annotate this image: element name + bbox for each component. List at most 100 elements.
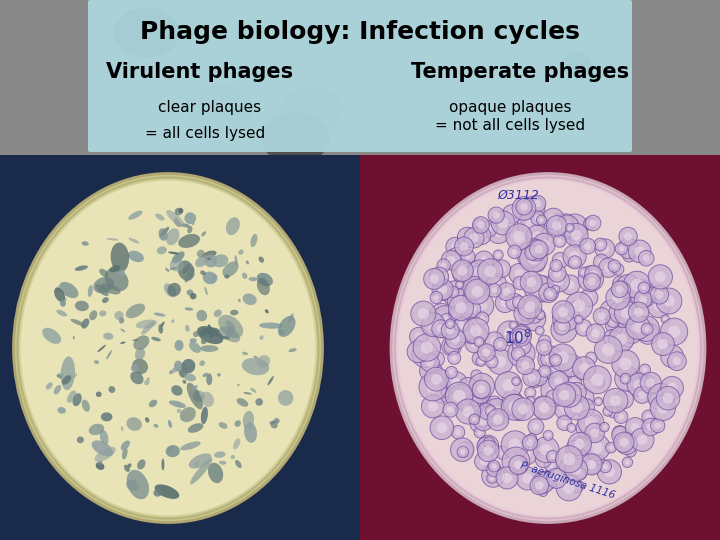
Ellipse shape xyxy=(599,460,611,472)
Ellipse shape xyxy=(566,441,582,457)
Ellipse shape xyxy=(436,383,452,399)
Ellipse shape xyxy=(582,269,593,280)
Ellipse shape xyxy=(527,396,535,404)
Ellipse shape xyxy=(117,270,125,276)
Ellipse shape xyxy=(616,274,640,298)
Ellipse shape xyxy=(531,242,538,248)
Ellipse shape xyxy=(624,244,633,253)
Ellipse shape xyxy=(604,467,615,477)
Ellipse shape xyxy=(620,395,629,403)
Ellipse shape xyxy=(539,403,549,413)
Ellipse shape xyxy=(89,424,104,435)
Ellipse shape xyxy=(493,415,503,424)
Ellipse shape xyxy=(578,267,589,278)
Ellipse shape xyxy=(413,334,441,361)
Ellipse shape xyxy=(544,287,557,300)
Ellipse shape xyxy=(565,458,588,481)
Ellipse shape xyxy=(647,423,654,431)
Ellipse shape xyxy=(546,389,563,407)
Ellipse shape xyxy=(479,359,483,363)
Ellipse shape xyxy=(603,388,628,413)
Ellipse shape xyxy=(441,388,448,395)
Ellipse shape xyxy=(487,473,498,483)
Ellipse shape xyxy=(166,228,179,245)
Ellipse shape xyxy=(487,409,509,430)
Ellipse shape xyxy=(518,203,529,214)
Ellipse shape xyxy=(463,291,475,303)
Ellipse shape xyxy=(490,476,495,481)
Ellipse shape xyxy=(524,301,535,312)
Ellipse shape xyxy=(591,329,600,338)
Ellipse shape xyxy=(202,231,206,237)
Ellipse shape xyxy=(472,226,491,245)
Ellipse shape xyxy=(476,355,482,362)
Ellipse shape xyxy=(521,306,546,330)
Ellipse shape xyxy=(498,218,508,228)
Ellipse shape xyxy=(539,365,551,377)
Ellipse shape xyxy=(469,393,482,407)
Ellipse shape xyxy=(501,431,529,458)
Ellipse shape xyxy=(537,471,557,490)
Ellipse shape xyxy=(650,396,655,400)
Ellipse shape xyxy=(513,231,525,242)
Text: Temperate phages: Temperate phages xyxy=(411,62,629,82)
Ellipse shape xyxy=(457,266,467,275)
Ellipse shape xyxy=(479,282,487,291)
Ellipse shape xyxy=(435,272,444,281)
Ellipse shape xyxy=(616,431,624,439)
Ellipse shape xyxy=(477,414,485,422)
Ellipse shape xyxy=(661,345,683,368)
Ellipse shape xyxy=(451,426,464,439)
Ellipse shape xyxy=(634,380,644,390)
Ellipse shape xyxy=(509,455,528,474)
Ellipse shape xyxy=(465,254,472,260)
Ellipse shape xyxy=(472,417,477,422)
Ellipse shape xyxy=(566,155,598,179)
Ellipse shape xyxy=(595,239,615,259)
Ellipse shape xyxy=(100,430,109,446)
Ellipse shape xyxy=(529,195,546,212)
Ellipse shape xyxy=(528,418,544,435)
Ellipse shape xyxy=(543,430,553,440)
Ellipse shape xyxy=(565,224,574,232)
Ellipse shape xyxy=(441,313,451,323)
Ellipse shape xyxy=(545,355,552,363)
Ellipse shape xyxy=(172,252,184,264)
Ellipse shape xyxy=(567,376,582,390)
Ellipse shape xyxy=(595,455,604,465)
Ellipse shape xyxy=(580,238,595,254)
Ellipse shape xyxy=(483,402,505,423)
Ellipse shape xyxy=(395,178,701,518)
Ellipse shape xyxy=(623,303,630,310)
Ellipse shape xyxy=(574,238,580,244)
Ellipse shape xyxy=(244,422,257,443)
Ellipse shape xyxy=(510,321,518,329)
Ellipse shape xyxy=(496,467,518,489)
Ellipse shape xyxy=(212,254,228,267)
Ellipse shape xyxy=(616,267,621,272)
Ellipse shape xyxy=(587,221,593,226)
Ellipse shape xyxy=(529,240,548,259)
Ellipse shape xyxy=(558,323,570,335)
Ellipse shape xyxy=(127,463,132,468)
Ellipse shape xyxy=(279,329,284,335)
Ellipse shape xyxy=(483,441,493,450)
Ellipse shape xyxy=(494,338,507,351)
Ellipse shape xyxy=(493,226,504,237)
Ellipse shape xyxy=(550,394,558,402)
Ellipse shape xyxy=(628,449,633,454)
Ellipse shape xyxy=(423,268,444,289)
Ellipse shape xyxy=(532,376,539,383)
Ellipse shape xyxy=(474,452,493,471)
Ellipse shape xyxy=(517,461,523,467)
Ellipse shape xyxy=(179,363,188,378)
Ellipse shape xyxy=(556,215,579,238)
Ellipse shape xyxy=(517,280,523,286)
Ellipse shape xyxy=(518,342,526,350)
Ellipse shape xyxy=(432,370,452,390)
Ellipse shape xyxy=(619,227,637,246)
Ellipse shape xyxy=(119,317,124,323)
Ellipse shape xyxy=(174,340,184,351)
Ellipse shape xyxy=(257,355,270,368)
Ellipse shape xyxy=(270,421,278,429)
